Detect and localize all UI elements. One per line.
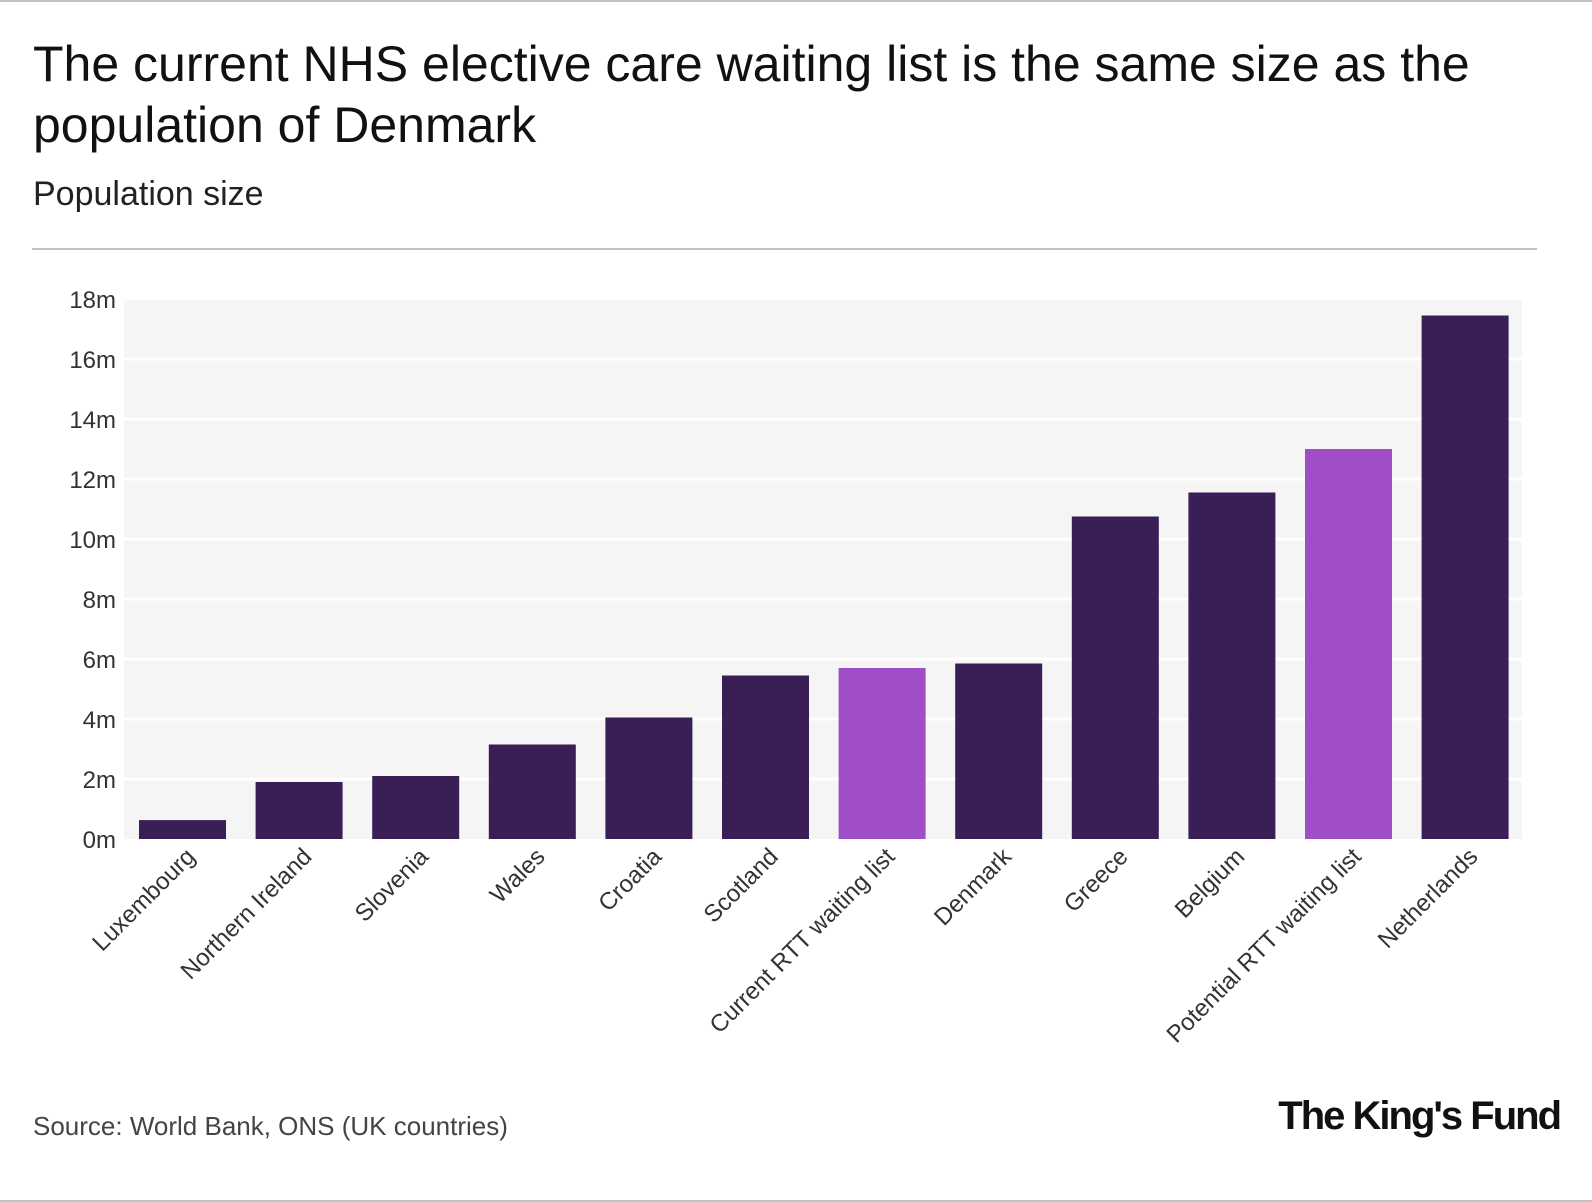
bar-potential-rtt-waiting-list xyxy=(1305,449,1392,839)
y-tick-label: 8m xyxy=(83,587,116,614)
plot-background xyxy=(124,299,1522,839)
chart-subtitle: Population size xyxy=(33,175,264,213)
y-tick-label: 6m xyxy=(83,647,116,674)
top-rule xyxy=(0,0,1592,2)
y-tick-label: 10m xyxy=(69,527,116,554)
y-tick-label: 12m xyxy=(69,467,116,494)
y-tick-label: 2m xyxy=(83,767,116,794)
chart-title: The current NHS elective care waiting li… xyxy=(33,36,1470,153)
bar-luxembourg xyxy=(139,820,226,839)
bar-wales xyxy=(488,744,576,839)
bar-northern-ireland xyxy=(255,782,343,839)
x-tick-label: Greece xyxy=(1059,843,1134,918)
x-tick-label: Luxembourg xyxy=(87,843,200,956)
bars xyxy=(139,315,1509,839)
x-tick-label: Current RTT waiting list xyxy=(705,843,901,1039)
bar-netherlands xyxy=(1421,315,1509,839)
bar-greece xyxy=(1071,516,1159,839)
x-tick-label: Wales xyxy=(485,843,551,909)
grid-lines xyxy=(124,297,1522,781)
bar-current-rtt-waiting-list xyxy=(838,668,926,839)
x-tick-label: Belgium xyxy=(1170,843,1250,923)
kings-fund-logo: The King's Fund xyxy=(1278,1094,1562,1138)
x-tick-label: Scotland xyxy=(699,843,784,928)
y-tick-label: 16m xyxy=(69,347,116,374)
x-tick-label: Croatia xyxy=(593,843,667,917)
bar-croatia xyxy=(605,717,693,839)
y-tick-label: 18m xyxy=(69,287,116,314)
source-note: Source: World Bank, ONS (UK countries) xyxy=(33,1111,508,1141)
x-tick-label: Potential RTT waiting list xyxy=(1162,843,1367,1048)
x-tick-label: Netherlands xyxy=(1373,843,1484,954)
bar-scotland xyxy=(722,675,809,839)
bottom-rule xyxy=(0,1200,1592,1202)
bar-slovenia xyxy=(372,776,460,839)
header-divider xyxy=(32,248,1537,250)
x-tick-label: Slovenia xyxy=(350,843,435,928)
y-tick-label: 0m xyxy=(83,827,116,854)
bar-belgium xyxy=(1188,492,1276,839)
y-tick-label: 14m xyxy=(69,407,116,434)
bar-denmark xyxy=(955,663,1043,839)
y-tick-label: 4m xyxy=(83,707,116,734)
y-axis-ticks: 0m 2m 4m 6m 8m 10m 12m 14m 16m 18m xyxy=(69,287,116,854)
x-tick-label: Denmark xyxy=(929,842,1018,931)
